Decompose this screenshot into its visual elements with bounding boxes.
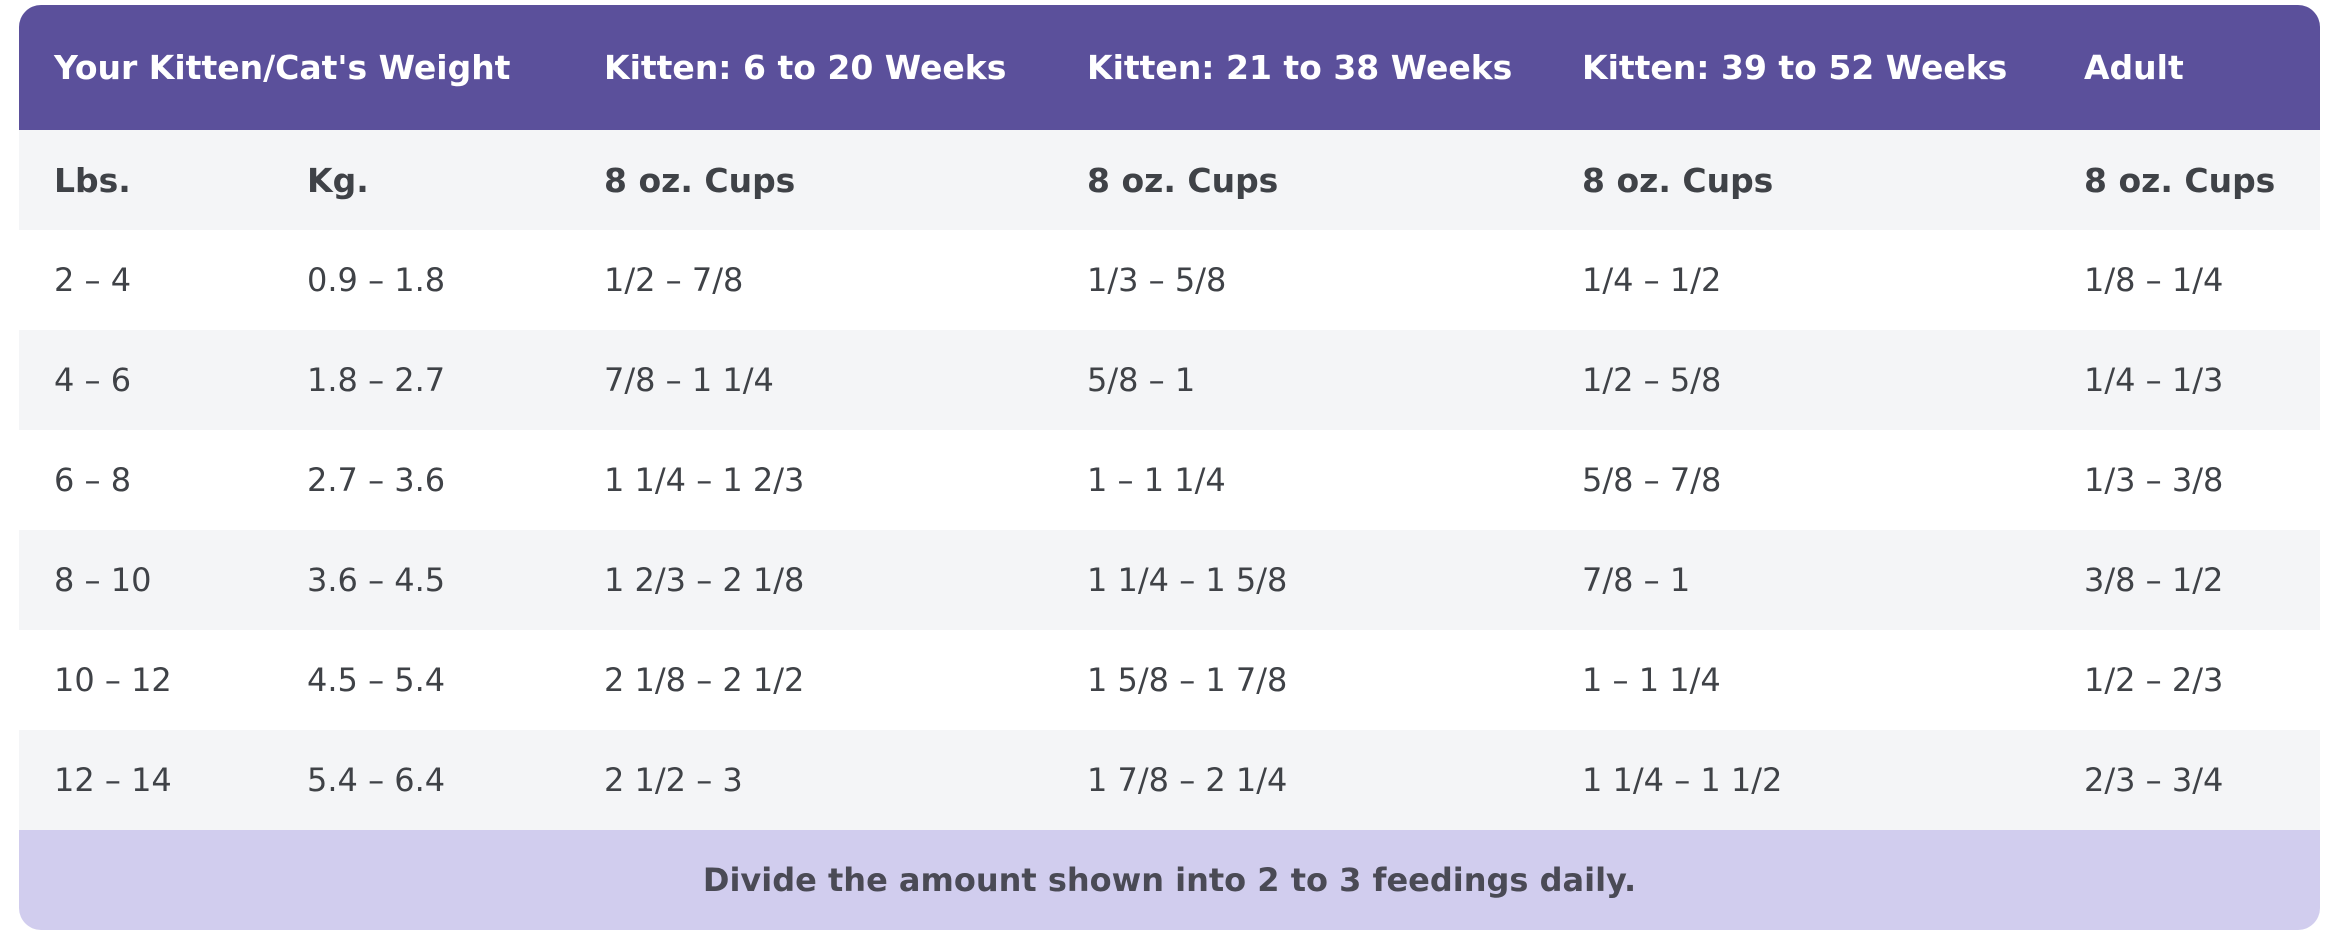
data-row: 2 – 4 0.9 – 1.8 1/2 – 7/8 1/3 – 5/8 1/4 – 1/…	[19, 230, 2320, 330]
data-cell: 1/2 – 2/3	[2084, 661, 2224, 699]
footer-note: Divide the amount shown into 2 to 3 feed…	[19, 830, 2320, 930]
data-row: 10 – 12 4.5 – 5.4 2 1/8 – 2 1/2 1 5/8 – 1 7…	[19, 630, 2320, 730]
data-cell: 2 1/8 – 2 1/2	[604, 661, 805, 699]
data-cell: 1 1/4 – 1 2/3	[604, 461, 805, 499]
data-cell: 1/4 – 1/3	[2084, 361, 2224, 399]
data-row: 6 – 8 2.7 – 3.6 1 1/4 – 1 2/3 1 – 1 1/4 5/8 …	[19, 430, 2320, 530]
data-cell: 7/8 – 1 1/4	[604, 361, 774, 399]
data-cell: 4 – 6	[54, 361, 132, 399]
data-cell: 2 1/2 – 3	[604, 761, 743, 799]
data-cell: 1.8 – 2.7	[307, 361, 446, 399]
subheader-cell: 8 oz. Cups	[1582, 160, 1774, 200]
data-cell: 1/8 – 1/4	[2084, 261, 2224, 299]
data-cell: 1 1/4 – 1 5/8	[1087, 561, 1288, 599]
data-cell: 4.5 – 5.4	[307, 661, 446, 699]
data-row: 12 – 14 5.4 – 6.4 2 1/2 – 3 1 7/8 – 2 1/4 1 …	[19, 730, 2320, 830]
data-cell: 3.6 – 4.5	[307, 561, 446, 599]
data-cell: 3/8 – 1/2	[2084, 561, 2224, 599]
data-cell: 2 – 4	[54, 261, 132, 299]
header-row: Your Kitten/Cat's Weight Kitten: 6 to 20 …	[19, 5, 2320, 130]
data-cell: 1 5/8 – 1 7/8	[1087, 661, 1288, 699]
data-cell: 1 2/3 – 2 1/8	[604, 561, 805, 599]
data-cell: 1/3 – 5/8	[1087, 261, 1227, 299]
data-cell: 5/8 – 1	[1087, 361, 1196, 399]
data-cell: 5.4 – 6.4	[307, 761, 446, 799]
subheader-cell: Kg.	[307, 160, 369, 200]
subheader-cell: 8 oz. Cups	[604, 160, 796, 200]
subheader-row: Lbs. Kg. 8 oz. Cups 8 oz. Cups 8 oz. Cups 8 o…	[19, 130, 2320, 230]
data-cell: 5/8 – 7/8	[1582, 461, 1722, 499]
feeding-table: Your Kitten/Cat's Weight Kitten: 6 to 20 …	[19, 5, 2320, 930]
subheader-cell: Lbs.	[54, 160, 131, 200]
data-cell: 1 – 1 1/4	[1582, 661, 1721, 699]
data-cell: 1/2 – 7/8	[604, 261, 744, 299]
data-cell: 12 – 14	[54, 761, 172, 799]
data-cell: 2/3 – 3/4	[2084, 761, 2224, 799]
subheader-cell: 8 oz. Cups	[1087, 160, 1279, 200]
data-cell: 0.9 – 1.8	[307, 261, 446, 299]
header-cell: Your Kitten/Cat's Weight	[54, 48, 511, 87]
data-row: 4 – 6 1.8 – 2.7 7/8 – 1 1/4 5/8 – 1 1/2 – 5/…	[19, 330, 2320, 430]
data-cell: 10 – 12	[54, 661, 172, 699]
data-cell: 6 – 8	[54, 461, 132, 499]
data-cell: 1/2 – 5/8	[1582, 361, 1722, 399]
data-cell: 1/3 – 3/8	[2084, 461, 2224, 499]
header-cell: Adult	[2084, 48, 2184, 87]
data-row: 8 – 10 3.6 – 4.5 1 2/3 – 2 1/8 1 1/4 – 1 5/…	[19, 530, 2320, 630]
header-cell: Kitten: 21 to 38 Weeks	[1087, 48, 1513, 87]
data-cell: 1 1/4 – 1 1/2	[1582, 761, 1783, 799]
subheader-cell: 8 oz. Cups	[2084, 160, 2276, 200]
header-cell: Kitten: 39 to 52 Weeks	[1582, 48, 2008, 87]
data-cell: 7/8 – 1	[1582, 561, 1691, 599]
header-cell: Kitten: 6 to 20 Weeks	[604, 48, 1007, 87]
data-cell: 1/4 – 1/2	[1582, 261, 1722, 299]
data-cell: 1 – 1 1/4	[1087, 461, 1226, 499]
data-cell: 1 7/8 – 2 1/4	[1087, 761, 1288, 799]
data-cell: 2.7 – 3.6	[307, 461, 446, 499]
data-cell: 8 – 10	[54, 561, 152, 599]
